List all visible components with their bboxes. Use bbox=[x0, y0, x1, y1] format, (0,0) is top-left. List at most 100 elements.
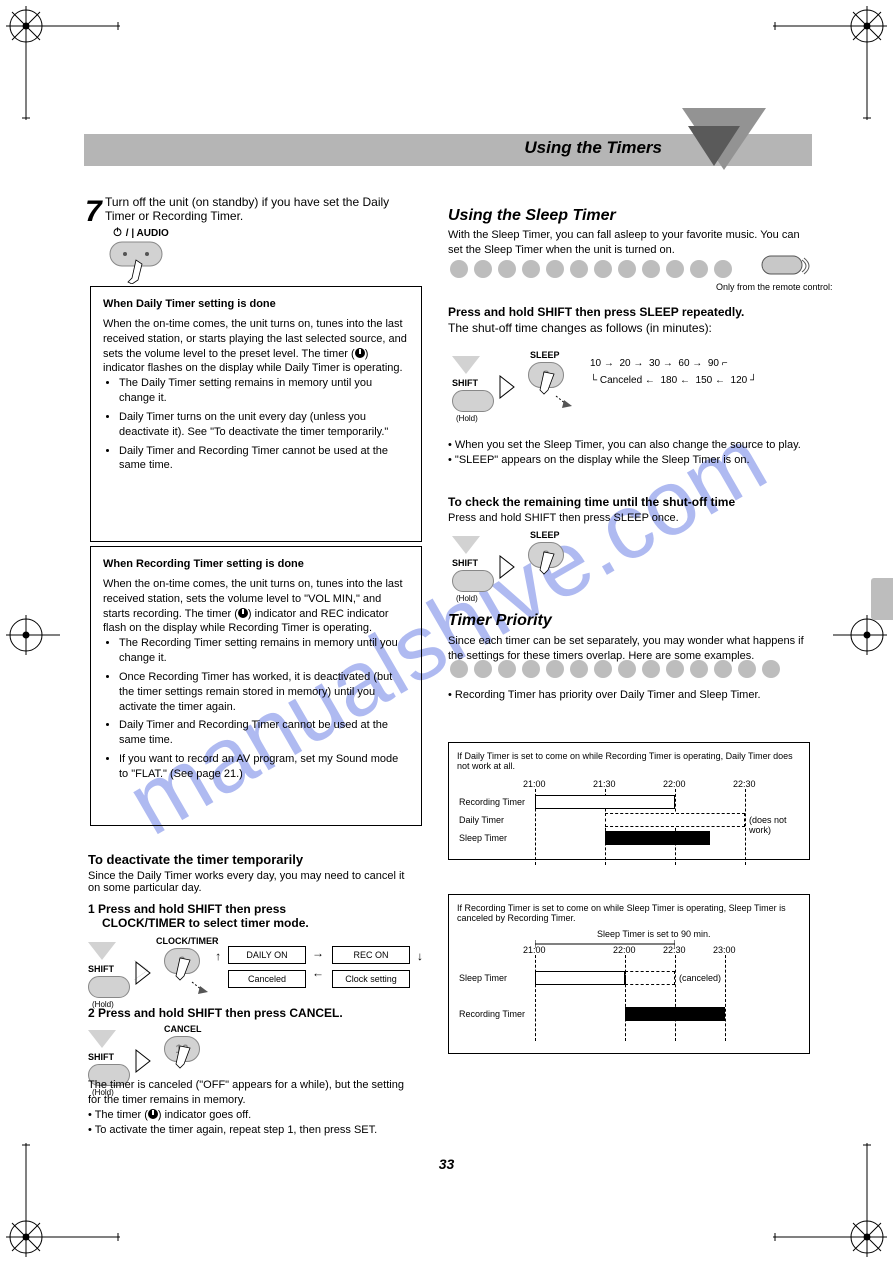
priority-box1-caption: If Daily Timer is set to come on while R… bbox=[457, 751, 801, 771]
tick-2230: 22:30 bbox=[733, 779, 756, 789]
daily-bullet-2: Daily Timer turns on the unit every day … bbox=[119, 410, 409, 440]
daily-timer-bar bbox=[605, 813, 745, 827]
deactivate-step1b: CLOCK/TIMER to select timer mode. bbox=[102, 916, 309, 930]
priority-example-2: If Recording Timer is set to come on whi… bbox=[448, 894, 810, 1054]
cancel-label: CANCEL bbox=[164, 1024, 202, 1034]
side-tab bbox=[871, 578, 893, 620]
flow-rec-on: REC ON bbox=[332, 946, 410, 964]
press-hand-icon-4 bbox=[538, 550, 566, 580]
audio-button-label-text: / | AUDIO bbox=[126, 228, 169, 239]
audio-button-label: / | AUDIO bbox=[112, 226, 169, 239]
sleep-timer-bar bbox=[605, 831, 710, 845]
daily-bullet-3: Daily Timer and Recording Timer cannot b… bbox=[119, 444, 409, 474]
step-7-text-span: Turn off the unit (on standby) if you ha… bbox=[105, 195, 389, 223]
page-number: 33 bbox=[439, 1156, 455, 1172]
sleep-label: SLEEP bbox=[530, 350, 560, 360]
hold-label-3: (Hold) bbox=[456, 414, 478, 423]
deactivate-desc: Since the Daily Timer works every day, y… bbox=[88, 870, 418, 894]
down-arrow-icon bbox=[452, 536, 480, 554]
then-arrow-outline bbox=[134, 960, 154, 986]
sleep-span-arrow bbox=[535, 939, 675, 949]
shift-button-4 bbox=[452, 570, 494, 592]
step-7-text: Turn off the unit (on standby) if you ha… bbox=[105, 195, 415, 223]
daily-bullet-1: The Daily Timer setting remains in memor… bbox=[119, 376, 409, 406]
sleep-step-head: Press and hold SHIFT then press SLEEP re… bbox=[448, 305, 808, 335]
daily-not-work: (does not work) bbox=[749, 815, 801, 835]
tick2-2300: 23:00 bbox=[713, 945, 736, 955]
rec-timer-bar-2 bbox=[625, 1007, 725, 1021]
daily-timer-label: Daily Timer bbox=[459, 815, 504, 825]
sleep-timer-label: Sleep Timer bbox=[459, 833, 507, 843]
rec-box-bullets: The Recording Timer setting remains in m… bbox=[103, 636, 409, 782]
flow-clock-setting: Clock setting bbox=[332, 970, 410, 988]
sleep-step-head-main: Press and hold SHIFT then press SLEEP re… bbox=[448, 305, 744, 319]
clock-icon bbox=[355, 348, 365, 358]
priority-title: Timer Priority bbox=[448, 612, 552, 630]
deactivate-step1a: 1 Press and hold SHIFT then press bbox=[88, 902, 286, 916]
sleep-notes: • When you set the Sleep Timer, you can … bbox=[448, 438, 808, 468]
rec-box-body: When the on-time comes, the unit turns o… bbox=[103, 577, 409, 636]
down-arrow-icon bbox=[88, 1030, 116, 1048]
deactivate-final: The timer is canceled ("OFF" appears for… bbox=[88, 1078, 418, 1137]
sleep-val-cancel: Canceled bbox=[600, 375, 642, 386]
tick-2200: 22:00 bbox=[663, 779, 686, 789]
title-triangle-inner bbox=[688, 126, 740, 166]
sleep-val-60: 60 bbox=[678, 358, 689, 369]
priority-box2-caption: If Recording Timer is set to come on whi… bbox=[457, 903, 801, 923]
down-arrow-icon bbox=[88, 942, 116, 960]
reg-mark-tr bbox=[771, 2, 891, 122]
sleep-90-label: Sleep Timer is set to 90 min. bbox=[597, 929, 711, 939]
section-title-bar: Using the Timers bbox=[84, 134, 812, 166]
sleep-check-body: Press and hold SHIFT then press SLEEP on… bbox=[448, 512, 808, 524]
sleep-canceled-bar bbox=[625, 971, 675, 985]
press-hand-icon bbox=[174, 956, 208, 996]
arrow-down-icon: → bbox=[415, 951, 429, 963]
shift-label: SHIFT bbox=[88, 964, 114, 974]
audio-button bbox=[108, 240, 168, 289]
then-arrow-3 bbox=[498, 374, 518, 400]
down-arrow-icon bbox=[452, 356, 480, 374]
priority-body: • Recording Timer has priority over Dail… bbox=[448, 688, 808, 703]
press-hand-icon-2 bbox=[174, 1044, 204, 1078]
divider-dots-1 bbox=[450, 260, 738, 283]
sleep-val-10: 10 bbox=[590, 358, 601, 369]
sleep-label-2: SLEEP bbox=[530, 530, 560, 540]
shift-button bbox=[88, 976, 130, 998]
rec-bullet-3: Daily Timer and Recording Timer cannot b… bbox=[119, 718, 409, 748]
daily-timer-box: When Daily Timer setting is done When th… bbox=[90, 286, 422, 542]
sleep-values: 10 → 20 → 30 → 60 → 90 ⌐ └ Canceled ← 18… bbox=[590, 358, 757, 386]
reg-mark-tl bbox=[2, 2, 122, 122]
remote-icon bbox=[760, 252, 812, 285]
rec-bullet-2: Once Recording Timer has worked, it is d… bbox=[119, 670, 409, 715]
tick-2130: 21:30 bbox=[593, 779, 616, 789]
shift-label-3: SHIFT bbox=[452, 378, 478, 388]
reg-mark-ml bbox=[2, 605, 62, 665]
sleep-timer-title: Using the Sleep Timer bbox=[448, 207, 616, 225]
arrow-left-icon: → bbox=[312, 970, 324, 984]
sleep-step-head-sub: The shut-off time changes as follows (in… bbox=[448, 321, 808, 335]
priority-example-1: If Daily Timer is set to come on while R… bbox=[448, 742, 810, 860]
tick-2100: 21:00 bbox=[523, 779, 546, 789]
clocktimer-label: CLOCK/TIMER bbox=[156, 936, 219, 946]
hold-label-4: (Hold) bbox=[456, 594, 478, 603]
sleep-val-120: 120 bbox=[731, 375, 748, 386]
audio-button-icon bbox=[108, 240, 168, 284]
sleep-val-90: 90 bbox=[708, 358, 719, 369]
shift-button-3 bbox=[452, 390, 494, 412]
deactivate-step2: 2 Press and hold SHIFT then press CANCEL… bbox=[88, 1006, 343, 1020]
sleep-timer-label-2: Sleep Timer bbox=[459, 973, 507, 983]
rec-timer-label: Recording Timer bbox=[459, 797, 525, 807]
daily-box-bullets: The Daily Timer setting remains in memor… bbox=[103, 376, 409, 473]
divider-dots-2 bbox=[450, 660, 786, 683]
sleep-bar-2 bbox=[535, 971, 625, 985]
clock-icon bbox=[148, 1109, 158, 1119]
sleep-note-1: When you set the Sleep Timer, you can al… bbox=[455, 439, 801, 451]
arrow-up-icon: → bbox=[209, 951, 223, 963]
shift-label-4: SHIFT bbox=[452, 558, 478, 568]
rec-timer-label-2: Recording Timer bbox=[459, 1009, 525, 1019]
press-hand-icon-3 bbox=[538, 370, 572, 410]
flow-daily-on: DAILY ON bbox=[228, 946, 306, 964]
sleep-canceled-note: (canceled) bbox=[679, 973, 721, 983]
section-title: Using the Timers bbox=[524, 138, 662, 158]
reg-mark-br bbox=[771, 1141, 891, 1261]
